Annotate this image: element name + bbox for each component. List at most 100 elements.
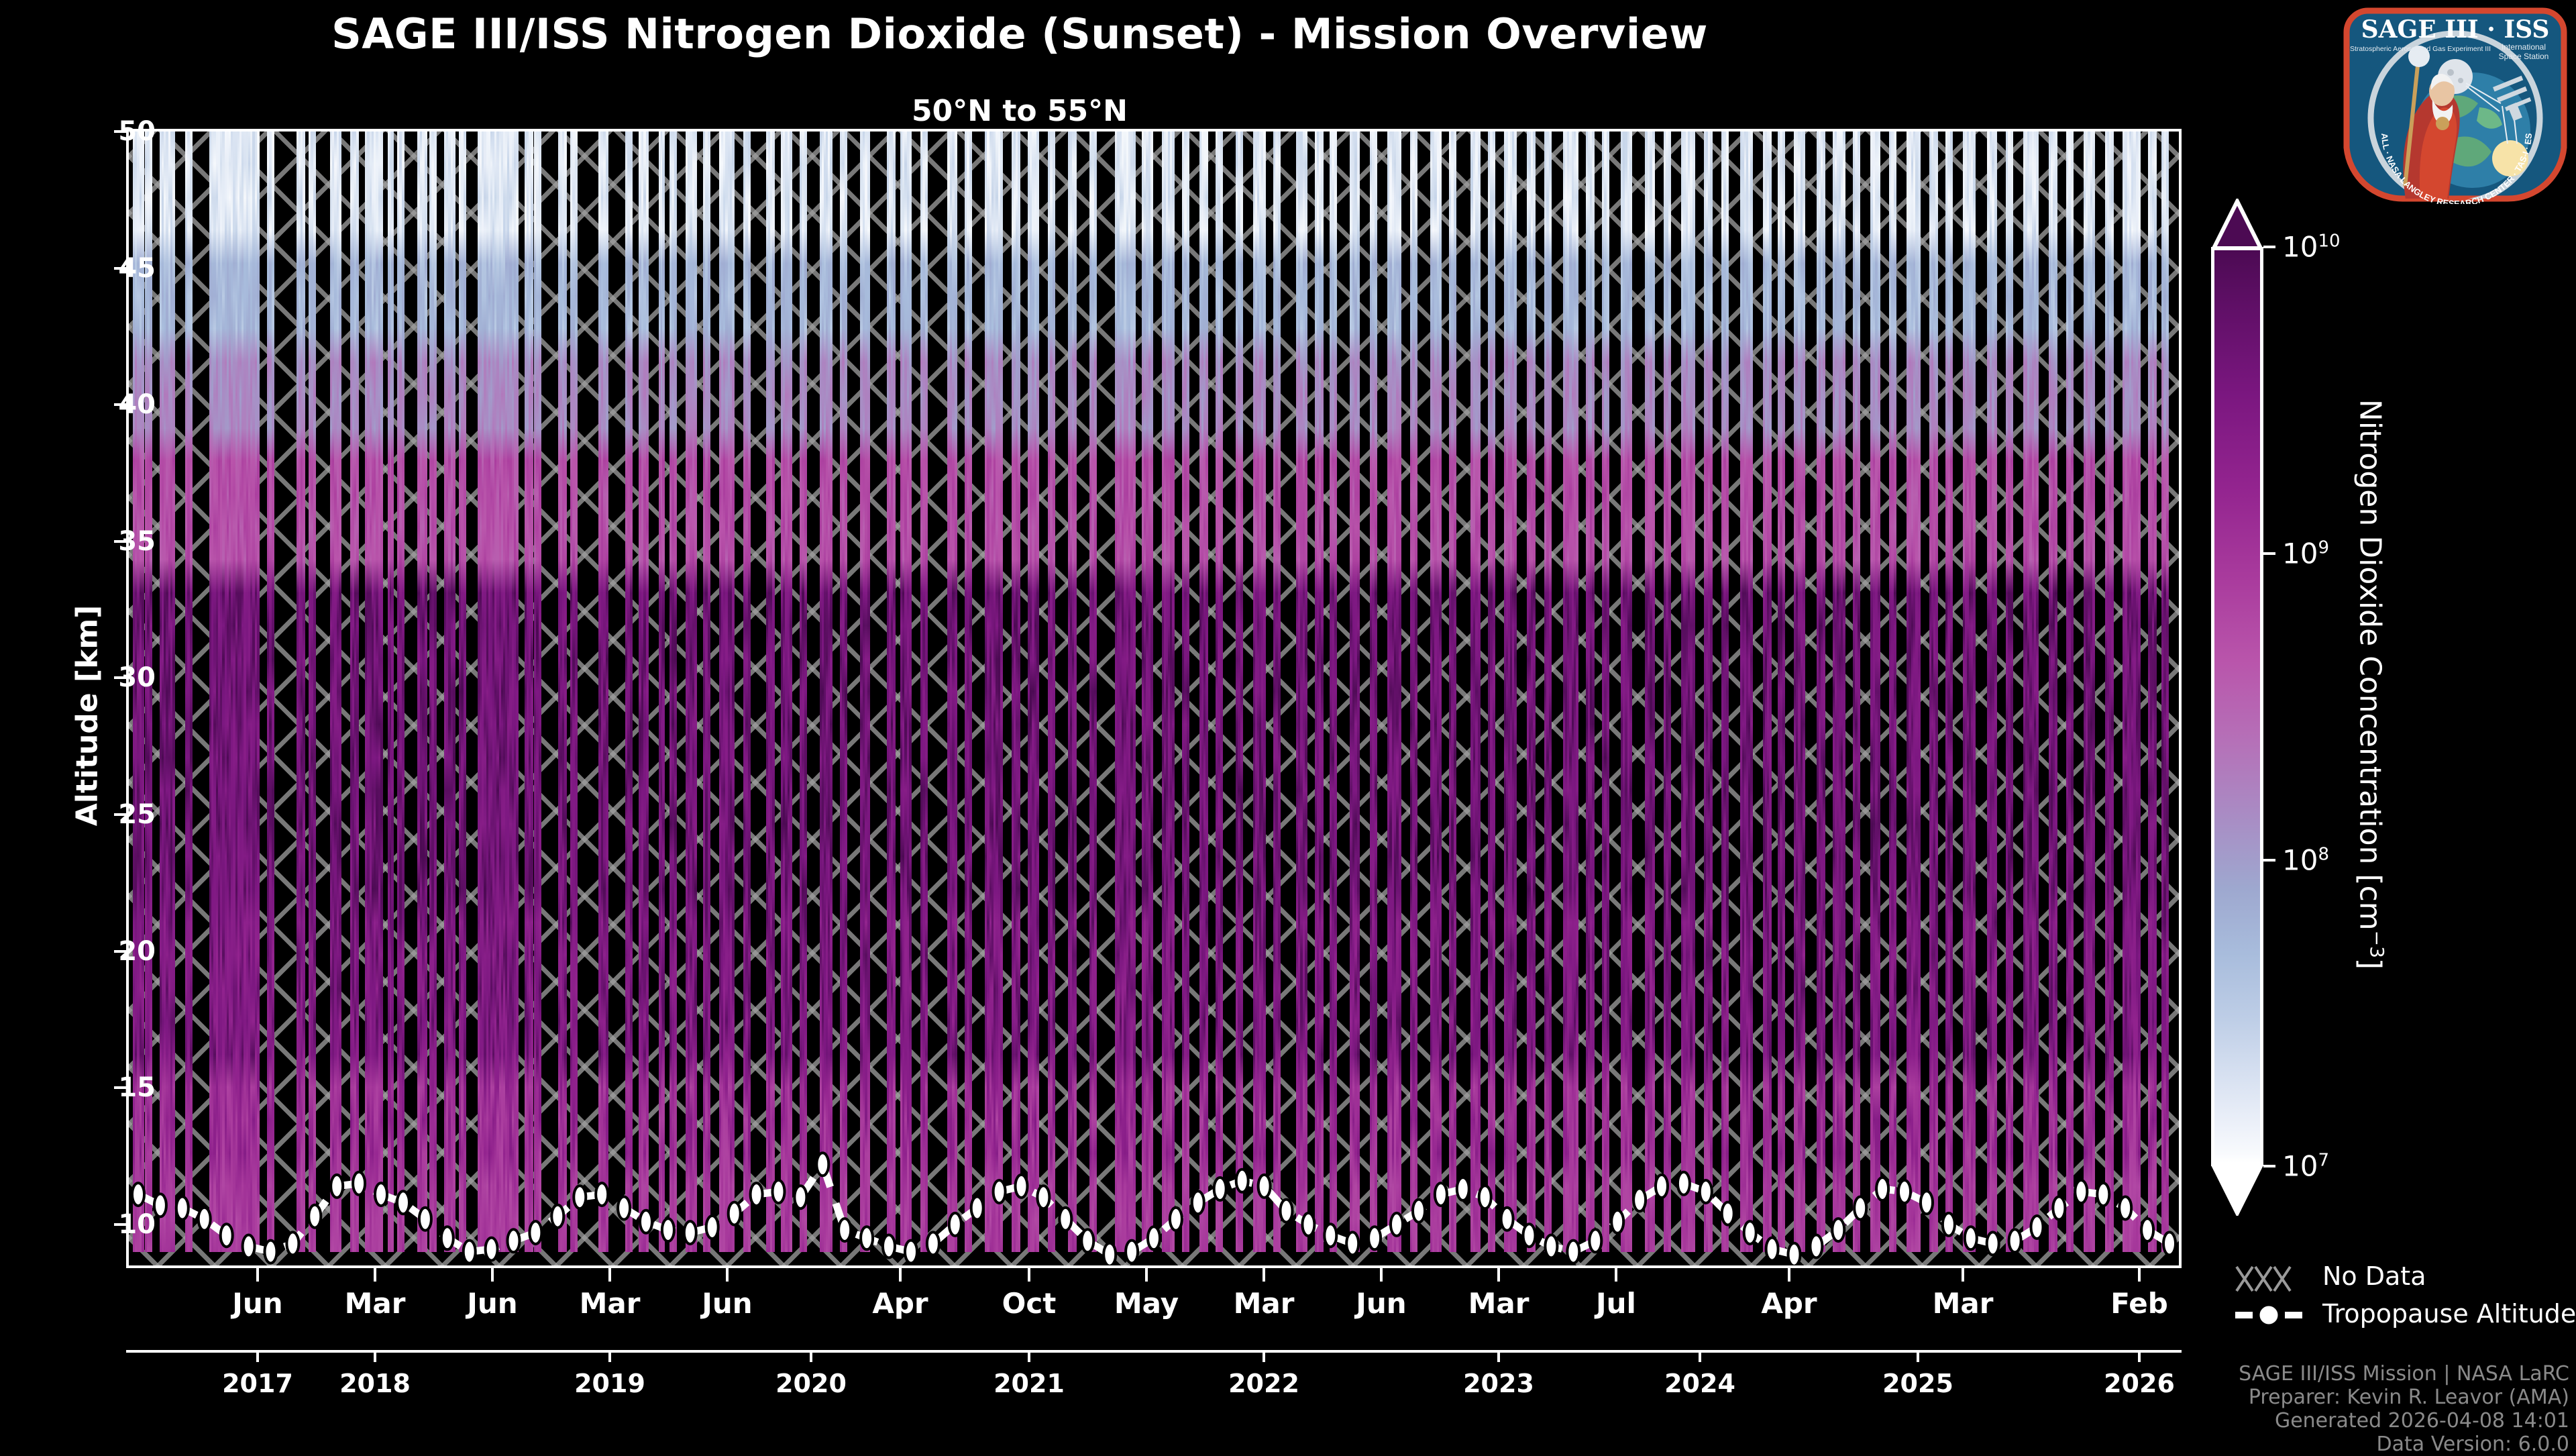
heatmap-column — [1048, 132, 1051, 1252]
heatmap-column — [600, 132, 604, 1252]
heatmap-column — [228, 132, 231, 1252]
heatmap-column — [1504, 132, 1507, 1252]
heatmap-column — [215, 132, 219, 1252]
heatmap-column — [1819, 132, 1821, 1252]
heatmap-column — [707, 132, 710, 1252]
x-axis-tick-mark — [1615, 1268, 1617, 1282]
heatmap-column — [505, 132, 508, 1252]
heatmap-column — [949, 132, 953, 1252]
tropopause-marker — [1720, 1200, 1735, 1227]
tropopause-marker — [374, 1182, 388, 1208]
heatmap-column — [1398, 132, 1401, 1252]
heatmap-column — [967, 132, 970, 1252]
tropopause-marker — [1477, 1184, 1493, 1210]
tropopause-marker — [1566, 1239, 1581, 1265]
heatmap-column — [299, 132, 301, 1252]
legend-item-no-data[interactable]: No Data — [2234, 1261, 2569, 1299]
heatmap-column — [1412, 132, 1415, 1252]
heatmap-plot-area[interactable] — [126, 129, 2182, 1268]
heatmap-column — [529, 132, 531, 1252]
heatmap-column — [484, 132, 487, 1252]
heatmap-column — [1710, 132, 1713, 1252]
heatmap-column — [669, 132, 672, 1252]
heatmap-column — [1544, 132, 1547, 1252]
heatmap-column — [1030, 132, 1032, 1252]
heatmap-column — [369, 132, 372, 1252]
year-axis-tick-mark — [1028, 1350, 1030, 1362]
x-axis-tick-mark — [1788, 1268, 1790, 1282]
tropopause-marker — [859, 1225, 875, 1251]
tropopause-marker — [1411, 1198, 1426, 1224]
footer-line-mission: SAGE III/ISS Mission | NASA LaRC — [2239, 1362, 2569, 1386]
heatmap-column — [1913, 132, 1916, 1252]
tropopause-marker — [1831, 1217, 1846, 1243]
heatmap-column — [239, 132, 242, 1252]
heatmap-column — [1091, 132, 1095, 1252]
heatmap-column — [498, 132, 502, 1252]
colorbar-label: Nitrogen Dioxide Concentration [cm−3] — [2353, 399, 2388, 970]
heatmap-column — [2027, 132, 2031, 1252]
x-axis-tick-mark — [1145, 1268, 1148, 1282]
heatmap-column — [1855, 132, 1858, 1252]
tropopause-marker — [1146, 1225, 1161, 1251]
heatmap-column — [399, 132, 402, 1252]
heatmap-column — [1907, 132, 1909, 1252]
colorbar[interactable] — [2211, 199, 2263, 1216]
heatmap-column — [422, 132, 425, 1252]
heatmap-column — [139, 132, 142, 1252]
heatmap-column — [1685, 132, 1688, 1252]
heatmap-column — [1512, 132, 1515, 1252]
heatmap-column — [1032, 132, 1035, 1252]
heatmap-column — [1602, 132, 1605, 1252]
footer-line-generated: Generated 2026-04-08 14:01 — [2274, 1409, 2569, 1433]
heatmap-column — [1911, 132, 1914, 1252]
heatmap-column — [1746, 132, 1749, 1252]
y-axis-tick-mark — [114, 403, 126, 407]
heatmap-column — [391, 132, 394, 1252]
heatmap-column — [705, 132, 708, 1252]
heatmap-column — [235, 132, 238, 1252]
heatmap-column — [598, 132, 602, 1252]
heatmap-column — [1162, 132, 1165, 1252]
heatmap-column — [605, 132, 608, 1252]
heatmap-column — [1321, 132, 1324, 1252]
tropopause-marker — [550, 1203, 566, 1229]
heatmap-column — [558, 132, 561, 1252]
heatmap-column — [564, 132, 567, 1252]
heatmap-column — [168, 132, 171, 1252]
x-axis-tick-label: Jun — [467, 1287, 518, 1320]
heatmap-column — [1973, 132, 1976, 1252]
tropopause-marker — [396, 1190, 411, 1216]
heatmap-column — [1872, 132, 1876, 1252]
heatmap-column — [1374, 132, 1377, 1252]
heatmap-column — [1451, 132, 1454, 1252]
heatmap-column — [1588, 132, 1591, 1252]
heatmap-column — [1170, 132, 1173, 1252]
heatmap-column — [998, 132, 1001, 1252]
y-axis-tick-label: 10 — [118, 1208, 156, 1240]
heatmap-column — [1093, 132, 1097, 1252]
legend-item-tropopause[interactable]: Tropopause Altitude — [2234, 1299, 2576, 1337]
heatmap-column — [1971, 132, 1974, 1252]
heatmap-column — [1889, 132, 1892, 1252]
heatmap-column — [1070, 132, 1073, 1252]
heatmap-column — [334, 132, 337, 1252]
heatmap-column — [1763, 132, 1766, 1252]
heatmap-column — [1606, 132, 1609, 1252]
heatmap-column — [1506, 132, 1509, 1252]
tropopause-marker — [1212, 1176, 1228, 1202]
heatmap-column — [1277, 132, 1281, 1252]
heatmap-column — [1604, 132, 1607, 1252]
heatmap-column — [217, 132, 221, 1252]
heatmap-column — [1449, 132, 1452, 1252]
heatmap-column — [1432, 132, 1435, 1252]
heatmap-column — [723, 132, 727, 1252]
heatmap-column — [1332, 132, 1335, 1252]
heatmap-column — [1592, 132, 1595, 1252]
tropopause-marker — [1742, 1220, 1758, 1246]
heatmap-column — [1068, 132, 1071, 1252]
x-axis-tick-label: Jul — [1596, 1287, 1636, 1320]
heatmap-column — [397, 132, 400, 1252]
tropopause-marker — [793, 1184, 808, 1210]
x-axis-tick-label: Mar — [344, 1287, 406, 1320]
